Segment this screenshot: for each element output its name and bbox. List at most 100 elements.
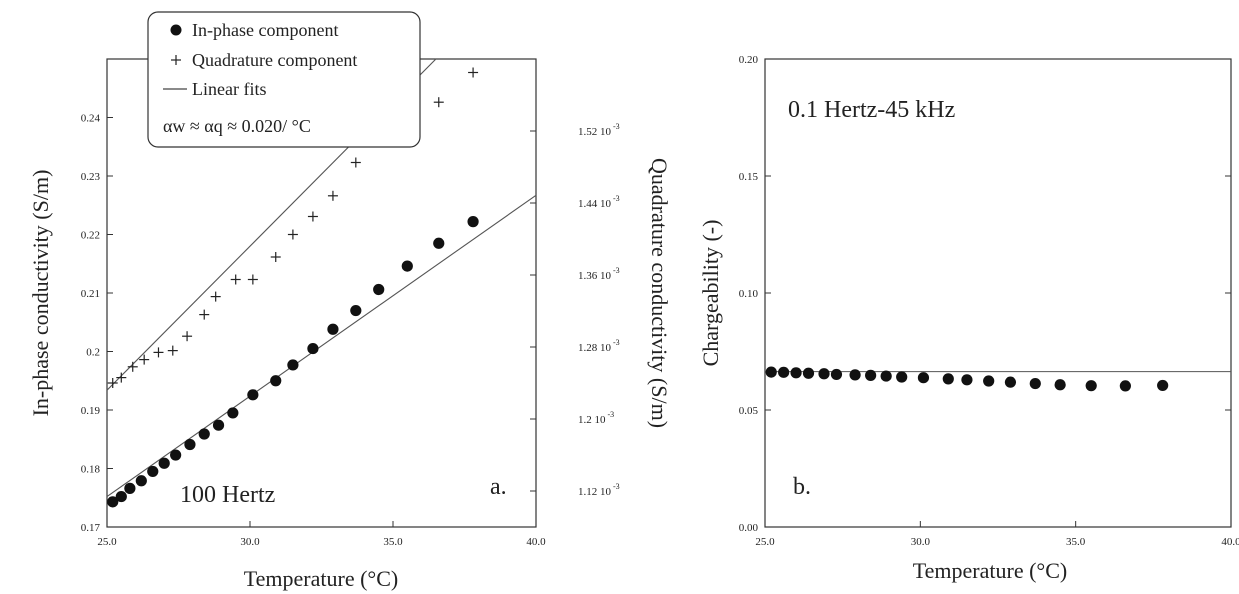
x-tick-label: 30.0 bbox=[240, 536, 260, 548]
quadrature-point bbox=[230, 274, 241, 285]
annotation-b: 0.1 Hertz-45 kHz bbox=[788, 97, 955, 123]
quadrature-point bbox=[182, 331, 193, 342]
in-phase-point bbox=[327, 323, 339, 335]
chargeability-point bbox=[765, 366, 777, 378]
quadrature-point bbox=[107, 378, 118, 388]
y-ticks-b: 0.00 0.05 0.10 0.15 0.20 bbox=[739, 54, 1231, 534]
y-ticks-right-a: 1.12 10 -3 1.2 10 -3 1.28 10 -3 1.36 10 -3 1… bbox=[530, 122, 620, 498]
x-axis-label-b: Temperature (°C) bbox=[913, 558, 1067, 583]
in-phase-point bbox=[158, 457, 170, 469]
quadrature-point bbox=[307, 211, 318, 222]
quadrature-point bbox=[127, 361, 138, 372]
panel-label-a: a. bbox=[490, 474, 507, 500]
quadrature-point bbox=[210, 291, 221, 302]
in-phase-point bbox=[373, 283, 385, 296]
legend-formula: αw ≈ αq ≈ 0.020/ °C bbox=[163, 116, 311, 136]
x-axis-label-a: Temperature (°C) bbox=[244, 566, 398, 591]
quadrature-point bbox=[287, 229, 298, 240]
y-right-tick-label: 1.28 10 -3 bbox=[578, 338, 620, 354]
legend-box bbox=[147, 11, 421, 148]
x-tick-label: 35.0 bbox=[1066, 536, 1086, 548]
chargeability-point bbox=[1054, 379, 1066, 391]
quadrature-point bbox=[468, 67, 479, 78]
x-tick-label: 30.0 bbox=[911, 536, 931, 548]
in-phase-point bbox=[107, 496, 119, 508]
in-phase-point bbox=[433, 237, 445, 249]
legend-entry-fit: Linear fits bbox=[192, 79, 266, 99]
plot-frame-b bbox=[764, 58, 1232, 528]
x-tick-label: 25.0 bbox=[97, 536, 117, 548]
in-phase-point bbox=[184, 438, 196, 451]
legend-entry-quadrature: Quadrature component bbox=[192, 50, 357, 70]
panel-a: 0.17 0.18 0.19 0.2 0.21 0.22 0.23 0.24 1.12 10 … bbox=[28, 11, 672, 591]
chargeability-point bbox=[1085, 380, 1097, 392]
in-phase-point bbox=[115, 490, 127, 503]
chargeability-point bbox=[790, 367, 802, 379]
in-phase-point bbox=[287, 359, 299, 371]
in-phase-point bbox=[247, 389, 259, 401]
chargeability-point bbox=[961, 374, 973, 386]
in-phase-point bbox=[124, 482, 136, 494]
x-ticks-b: 25.0 30.0 35.0 40.0 bbox=[755, 521, 1239, 548]
y-tick-label: 0.10 bbox=[739, 288, 759, 300]
in-phase-point bbox=[307, 342, 319, 355]
y-tick-label: 0.19 bbox=[81, 405, 101, 417]
chargeability-point bbox=[778, 366, 790, 378]
data-points-a bbox=[107, 67, 479, 508]
quadrature-point bbox=[247, 274, 258, 285]
y-right-tick-label: 1.36 10 -3 bbox=[578, 266, 620, 282]
quadrature-point bbox=[350, 157, 361, 168]
y-tick-label: 0.17 bbox=[81, 522, 101, 534]
y-axis-label-a: In-phase conductivity (S/m) bbox=[28, 170, 53, 417]
y-tick-label: 0.00 bbox=[739, 522, 759, 534]
y-tick-label: 0.15 bbox=[739, 171, 759, 183]
in-phase-point bbox=[147, 465, 159, 478]
quadrature-point bbox=[327, 190, 338, 201]
chargeability-point bbox=[830, 368, 843, 381]
panel-label-b: b. bbox=[793, 474, 811, 500]
in-phase-point bbox=[135, 475, 147, 487]
quadrature-point bbox=[139, 354, 150, 365]
chargeability-point bbox=[896, 371, 908, 383]
in-phase-point bbox=[170, 449, 182, 461]
y-tick-label: 0.20 bbox=[739, 54, 759, 66]
y-ticks-left-a: 0.17 0.18 0.19 0.2 0.21 0.22 0.23 0.24 bbox=[81, 113, 113, 534]
legend-marker-quadrature bbox=[171, 55, 181, 65]
chargeability-point bbox=[917, 372, 930, 384]
x-tick-label: 35.0 bbox=[383, 536, 403, 548]
y-tick-label: 0.18 bbox=[81, 464, 101, 476]
y-tick-label: 0.22 bbox=[81, 230, 100, 242]
x-tick-label: 25.0 bbox=[755, 536, 775, 548]
in-phase-point bbox=[350, 304, 362, 317]
panel-b: 0.00 0.05 0.10 0.15 0.20 25.0 30.0 35.0 40.0 Te… bbox=[698, 54, 1239, 583]
quadrature-point bbox=[153, 347, 164, 358]
chargeability-point bbox=[1029, 377, 1041, 390]
data-points-b bbox=[765, 366, 1169, 392]
chargeability-point bbox=[880, 370, 892, 382]
annotation-a: 100 Hertz bbox=[180, 482, 275, 508]
chargeability-point bbox=[865, 369, 877, 381]
quadrature-point bbox=[116, 372, 127, 383]
x-tick-label: 40.0 bbox=[526, 536, 546, 548]
in-phase-point bbox=[401, 260, 413, 272]
y-right-tick-label: 1.2 10 -3 bbox=[578, 410, 614, 426]
y-right-tick-label: 1.12 10 -3 bbox=[578, 482, 620, 498]
y-axis-label-right-a: Quadrature conductivity (S/m) bbox=[647, 158, 672, 428]
chargeability-point bbox=[942, 373, 954, 385]
chargeability-point bbox=[1004, 376, 1017, 388]
chargeability-point bbox=[849, 369, 861, 381]
in-phase-point bbox=[212, 419, 225, 431]
chargeability-point bbox=[1119, 380, 1131, 392]
in-phase-point bbox=[227, 407, 239, 419]
y-tick-label: 0.23 bbox=[81, 171, 101, 183]
chargeability-point bbox=[802, 367, 815, 379]
chargeability-point bbox=[818, 368, 830, 380]
y-right-tick-label: 1.52 10 -3 bbox=[578, 122, 620, 138]
quadrature-point bbox=[167, 345, 178, 356]
y-tick-label: 0.05 bbox=[739, 405, 759, 417]
y-tick-label: 0.21 bbox=[81, 288, 100, 300]
y-tick-label: 0.24 bbox=[81, 113, 101, 125]
quadrature-point bbox=[433, 97, 444, 108]
x-tick-label: 40.0 bbox=[1221, 536, 1239, 548]
